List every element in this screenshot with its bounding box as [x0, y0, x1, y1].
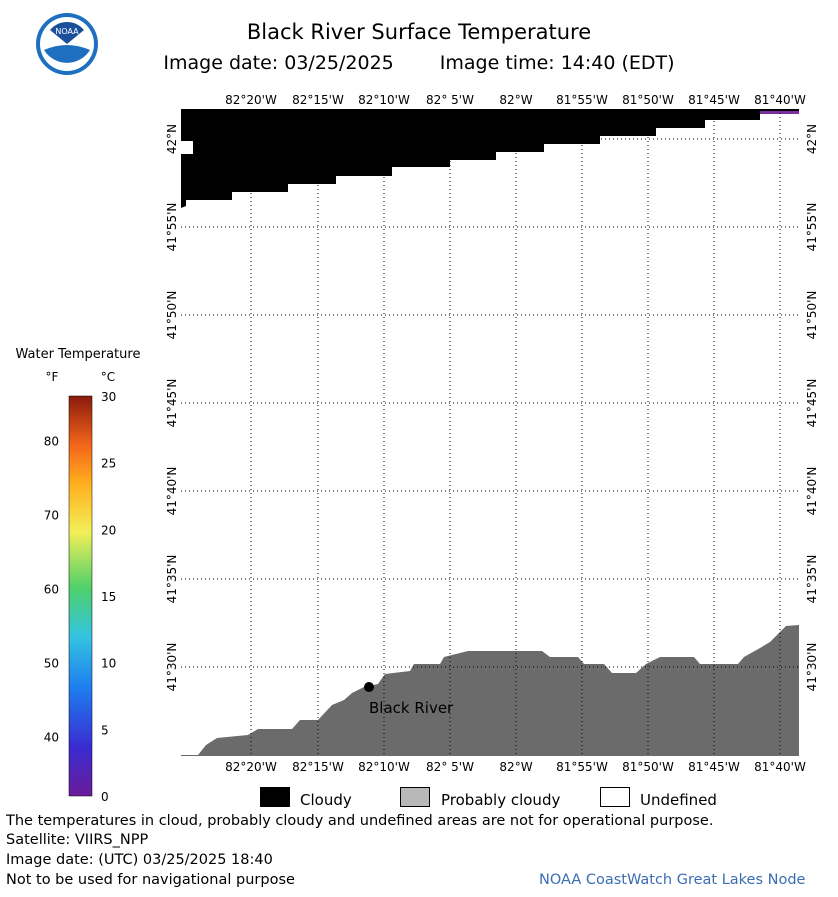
lat-label: 41°35'N	[805, 555, 819, 604]
lon-label: 82°W	[499, 760, 532, 774]
colorbar-c-tick: 10	[101, 657, 116, 671]
shore-white-patch	[181, 141, 193, 154]
lat-label: 41°55'N	[165, 203, 179, 252]
colorbar-f-tick: 80	[44, 434, 59, 448]
colorbar-title: Water Temperature	[16, 347, 141, 362]
lon-label: 81°55'W	[556, 760, 608, 774]
lon-label: 82° 5'W	[426, 760, 474, 774]
lat-label: 41°40'N	[165, 467, 179, 516]
colorbar-c-tick: 0	[101, 790, 109, 804]
lat-label: 41°45'N	[165, 379, 179, 428]
colorbar-gradient	[68, 395, 93, 797]
utc-date-text: Image date: (UTC) 03/25/2025 18:40	[6, 852, 273, 868]
black-river-marker	[364, 682, 374, 692]
colorbar-unit-c: °C	[101, 370, 115, 384]
image-datetime: Image date: 03/25/2025 Image time: 14:40…	[0, 52, 838, 74]
colorbar-c-tick: 15	[101, 590, 116, 604]
lon-label: 81°40'W	[754, 93, 806, 107]
logo-text: NOAA	[55, 27, 79, 36]
lat-label: 41°55'N	[805, 203, 819, 252]
legend-label-undefined: Undefined	[640, 791, 717, 809]
lat-label: 42°N	[805, 124, 819, 154]
purple-water-pixels	[760, 111, 799, 114]
lon-label: 81°50'W	[622, 93, 674, 107]
lat-label: 41°50'N	[805, 291, 819, 340]
colorbar-f-tick: 40	[44, 731, 59, 745]
lon-label: 81°55'W	[556, 93, 608, 107]
lon-labels-top: 82°20'W 82°15'W 82°10'W 82° 5'W 82°W 81°55'W 8…	[225, 93, 806, 107]
grid-lines	[181, 109, 799, 756]
colorbar-c-tick: 25	[101, 457, 116, 471]
lon-labels-bottom: 82°20'W 82°15'W 82°10'W 82° 5'W 82°W 81°55'W 8…	[225, 760, 806, 774]
legend-label-cloudy: Cloudy	[300, 791, 352, 809]
lon-label: 81°45'W	[688, 93, 740, 107]
lon-label: 82°15'W	[292, 93, 344, 107]
disclaimer-text: The temperatures in cloud, probably clou…	[6, 813, 714, 829]
black-river-label: Black River	[369, 699, 454, 717]
legend-swatch-cloudy	[260, 787, 290, 807]
lon-label: 82°20'W	[225, 93, 277, 107]
colorbar-f-ticks: 80 70 60 50 40	[44, 434, 59, 744]
colorbar-c-tick: 20	[101, 523, 116, 537]
image-date: Image date: 03/25/2025	[163, 52, 394, 74]
lon-label: 82°20'W	[225, 760, 277, 774]
colorbar-c-tick: 30	[101, 390, 116, 404]
lat-label: 41°30'N	[805, 643, 819, 692]
lon-label: 82°10'W	[358, 93, 410, 107]
land-area	[181, 625, 799, 756]
lon-label: 82° 5'W	[426, 93, 474, 107]
credit-text: NOAA CoastWatch Great Lakes Node	[539, 872, 806, 888]
lon-label: 81°40'W	[754, 760, 806, 774]
image-time: Image time: 14:40 (EDT)	[439, 52, 675, 74]
page-title: Black River Surface Temperature	[246, 20, 592, 44]
legend-swatch-probably-cloudy	[400, 787, 430, 807]
lon-label: 82°W	[499, 93, 532, 107]
lat-labels-right: 42°N 41°55'N 41°50'N 41°45'N 41°40'N 41°35'N 4…	[805, 124, 819, 692]
lat-label: 41°45'N	[805, 379, 819, 428]
lat-label: 41°40'N	[805, 467, 819, 516]
map-panel: Black River	[181, 109, 799, 756]
lon-label: 82°15'W	[292, 760, 344, 774]
water-area	[181, 109, 799, 756]
lat-label: 41°50'N	[165, 291, 179, 340]
noaa-logo-icon: NOAA	[36, 13, 98, 75]
legend-swatch-undefined	[600, 787, 630, 807]
colorbar-c-ticks: 30 25 20 15 10 5 0	[101, 390, 116, 804]
cloudy-area	[181, 109, 799, 208]
colorbar-c-tick: 5	[101, 723, 109, 737]
lat-labels-left: 42°N 41°55'N 41°50'N 41°45'N 41°40'N 41°35'N 4…	[165, 124, 179, 692]
legend-label-probably-cloudy: Probably cloudy	[441, 791, 561, 809]
lon-label: 81°45'W	[688, 760, 740, 774]
lat-label: 41°30'N	[165, 643, 179, 692]
lat-label: 41°35'N	[165, 555, 179, 604]
colorbar-f-tick: 70	[44, 509, 59, 523]
lon-label: 82°10'W	[358, 760, 410, 774]
lat-label: 42°N	[165, 124, 179, 154]
colorbar-f-tick: 50	[44, 657, 59, 671]
nav-warning-text: Not to be used for navigational purpose	[6, 872, 295, 888]
satellite-text: Satellite: VIIRS_NPP	[6, 832, 149, 848]
colorbar-f-tick: 60	[44, 583, 59, 597]
colorbar-unit-f: °F	[46, 370, 59, 384]
lon-label: 81°50'W	[622, 760, 674, 774]
